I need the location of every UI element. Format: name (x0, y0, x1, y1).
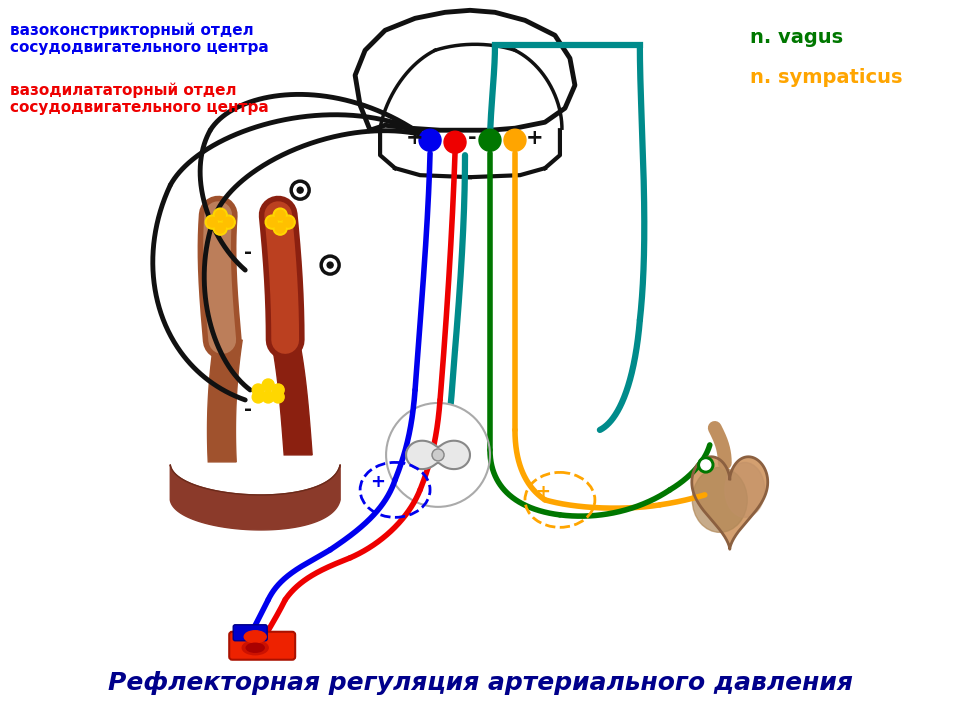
Polygon shape (271, 340, 312, 455)
Circle shape (283, 217, 293, 227)
Text: Рефлекторная регуляция артериального давления: Рефлекторная регуляция артериального дав… (108, 671, 852, 695)
Polygon shape (355, 10, 575, 130)
Ellipse shape (242, 641, 268, 654)
Circle shape (479, 129, 501, 151)
Circle shape (274, 221, 287, 235)
Text: -: - (244, 400, 252, 419)
Text: +: + (536, 483, 550, 501)
Polygon shape (207, 340, 242, 462)
Circle shape (444, 131, 466, 153)
Text: -: - (244, 243, 252, 262)
Text: +: + (371, 473, 386, 491)
Text: +: + (406, 128, 424, 148)
Circle shape (273, 384, 284, 396)
Circle shape (298, 187, 303, 193)
Circle shape (205, 215, 219, 229)
Circle shape (504, 129, 526, 151)
Polygon shape (170, 465, 340, 530)
Text: +: + (526, 128, 543, 148)
Circle shape (420, 129, 441, 151)
Circle shape (432, 449, 444, 461)
Circle shape (281, 215, 295, 229)
Text: n. vagus: n. vagus (750, 28, 843, 48)
Circle shape (215, 210, 226, 220)
Circle shape (327, 262, 333, 268)
Circle shape (701, 460, 710, 470)
Circle shape (213, 208, 228, 222)
Text: вазоконстрикторный отдел
сосудодвигательного центра: вазоконстрикторный отдел сосудодвигатель… (11, 22, 269, 55)
Ellipse shape (244, 631, 266, 643)
Text: n. sympaticus: n. sympaticus (750, 68, 902, 87)
Circle shape (224, 217, 233, 227)
Circle shape (252, 391, 264, 403)
Circle shape (215, 223, 226, 233)
Circle shape (698, 457, 714, 473)
Circle shape (262, 379, 275, 391)
Circle shape (221, 215, 235, 229)
Circle shape (252, 384, 264, 396)
Circle shape (213, 221, 228, 235)
Text: -: - (468, 128, 476, 148)
Circle shape (276, 223, 285, 233)
Text: вазодилататорный отдел
сосудодвигательного центра: вазодилататорный отдел сосудодвигательно… (11, 82, 269, 115)
Circle shape (265, 215, 279, 229)
FancyBboxPatch shape (233, 625, 267, 641)
Ellipse shape (692, 467, 747, 532)
Circle shape (207, 217, 217, 227)
Circle shape (386, 403, 490, 507)
Circle shape (273, 391, 284, 403)
Circle shape (276, 210, 285, 220)
Polygon shape (692, 456, 768, 549)
Polygon shape (406, 441, 470, 469)
Ellipse shape (725, 462, 765, 518)
Circle shape (274, 208, 287, 222)
FancyBboxPatch shape (229, 631, 295, 660)
Circle shape (267, 217, 277, 227)
Ellipse shape (246, 643, 264, 652)
Circle shape (262, 391, 275, 403)
